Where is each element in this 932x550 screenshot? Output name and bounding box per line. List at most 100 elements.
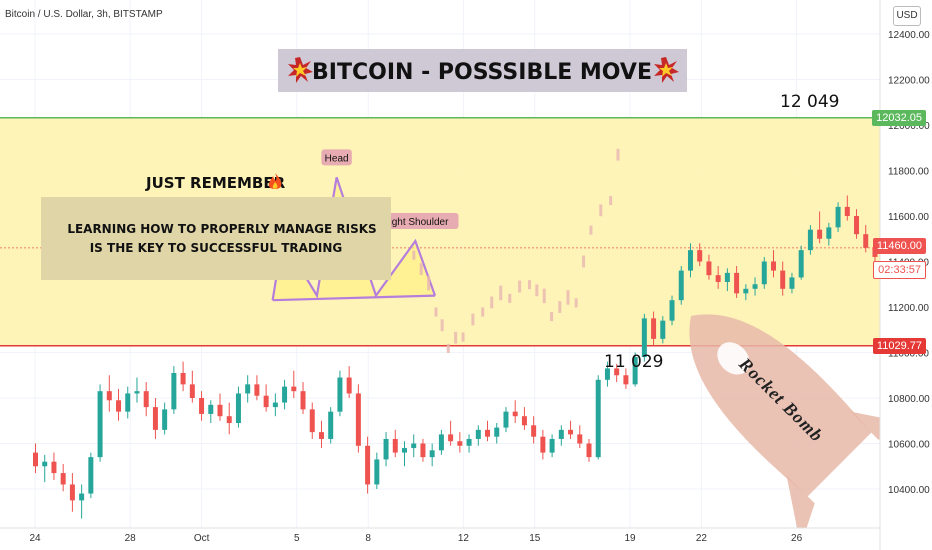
candle-body bbox=[835, 206, 841, 228]
candle-body bbox=[383, 438, 389, 460]
candle-body bbox=[771, 261, 776, 271]
candle-body bbox=[448, 434, 454, 442]
price-tag-lower: 11029.77 bbox=[872, 338, 926, 354]
candle-body bbox=[189, 384, 195, 398]
y-tick-label: 11800.00 bbox=[888, 167, 929, 178]
candle-body bbox=[143, 391, 149, 408]
candle-body bbox=[604, 368, 610, 380]
candle-body bbox=[485, 429, 491, 437]
chart-symbol-header: Bitcoin / U.S. Dollar, 3h, BITSTAMP bbox=[5, 9, 163, 20]
candle-body bbox=[734, 272, 740, 294]
neckline bbox=[272, 294, 436, 302]
candle-body bbox=[171, 372, 177, 410]
projection-bar bbox=[454, 331, 458, 344]
candle-body bbox=[687, 250, 693, 271]
candle-body bbox=[549, 438, 555, 453]
candle-body bbox=[263, 395, 269, 408]
candle-body bbox=[789, 277, 795, 289]
x-tick-label: 12 bbox=[458, 533, 470, 544]
note-line-2: IS THE KEY TO SUCCESSFUL TRADING bbox=[90, 241, 343, 255]
candle-body bbox=[724, 272, 730, 282]
projection-bar bbox=[427, 275, 431, 291]
candle-body bbox=[79, 493, 85, 501]
candle-body bbox=[743, 288, 749, 294]
projection-bar bbox=[527, 280, 531, 290]
projection-bar bbox=[518, 280, 522, 293]
candle-body bbox=[669, 300, 675, 321]
projection-bar bbox=[471, 313, 475, 326]
collision-icon bbox=[288, 57, 313, 83]
projection-bar bbox=[412, 250, 416, 260]
candle-body bbox=[97, 391, 103, 458]
candle-body bbox=[761, 261, 767, 285]
x-tick-label: 19 bbox=[624, 533, 636, 544]
y-tick-label: 12200.00 bbox=[888, 76, 930, 87]
candle-body bbox=[318, 432, 324, 439]
candle-body bbox=[254, 384, 260, 396]
candle-body bbox=[134, 391, 140, 394]
candle-body bbox=[475, 429, 481, 439]
projection-bar bbox=[566, 290, 570, 305]
price-tag-current: 11460.00 bbox=[872, 238, 926, 254]
title-banner: BITCOIN - POSSSIBLE MOVE bbox=[278, 49, 687, 92]
pattern-label-box bbox=[321, 149, 352, 166]
candle-body bbox=[503, 411, 509, 428]
candle-body bbox=[521, 416, 527, 426]
projection-bar bbox=[419, 263, 423, 275]
candle-body bbox=[807, 229, 813, 251]
y-tick-label: 12000.00 bbox=[888, 121, 930, 132]
target-high-label: 12 049 bbox=[780, 92, 839, 112]
candle-body bbox=[411, 443, 417, 449]
candle-body bbox=[660, 320, 666, 339]
price-tag-upper: 12032.05 bbox=[872, 110, 926, 126]
x-tick-label: 8 bbox=[365, 533, 371, 544]
candle-body bbox=[512, 411, 518, 417]
projection-bar bbox=[508, 293, 512, 303]
risk-note-box: LEARNING HOW TO PROPERLY MANAGE RISKS IS… bbox=[41, 197, 391, 280]
candle-body bbox=[678, 270, 684, 301]
collision-icon bbox=[654, 57, 679, 83]
projection-bar bbox=[542, 288, 546, 304]
projection-bar bbox=[558, 301, 562, 313]
projection-bar bbox=[490, 296, 494, 309]
candle-body bbox=[60, 473, 66, 485]
candle-body bbox=[355, 393, 361, 446]
y-tick-label: 11000.00 bbox=[888, 349, 929, 360]
projection-bar bbox=[582, 255, 586, 268]
projection-bar bbox=[461, 332, 465, 342]
candle-body bbox=[245, 384, 251, 394]
candle-body bbox=[328, 411, 334, 439]
x-tick-label: 24 bbox=[29, 533, 41, 544]
candle-layer bbox=[33, 195, 932, 519]
candle-body bbox=[226, 416, 232, 424]
candle-body bbox=[632, 357, 638, 385]
projection-bar bbox=[599, 204, 603, 217]
candle-body bbox=[429, 450, 435, 458]
candle-body bbox=[798, 250, 804, 278]
projection-bar bbox=[550, 312, 554, 322]
candle-body bbox=[152, 407, 158, 430]
candle-body bbox=[466, 438, 472, 446]
projection-bar bbox=[499, 285, 503, 301]
candle-body bbox=[33, 452, 38, 467]
x-tick-label: 15 bbox=[529, 533, 541, 544]
projection-bar bbox=[609, 195, 613, 206]
candle-body bbox=[641, 318, 647, 358]
candle-body bbox=[116, 400, 122, 412]
candle-body bbox=[568, 429, 574, 435]
candle-body bbox=[752, 284, 758, 289]
candle-body bbox=[106, 391, 112, 401]
candle-body bbox=[531, 425, 537, 437]
candle-body bbox=[374, 459, 380, 485]
currency-button[interactable]: USD bbox=[893, 6, 921, 26]
candle-body bbox=[780, 270, 786, 289]
title-text: BITCOIN - POSSSIBLE MOVE bbox=[312, 60, 652, 85]
y-tick-label: 10600.00 bbox=[888, 440, 930, 451]
y-tick-label: 10800.00 bbox=[888, 394, 930, 405]
candle-body bbox=[309, 409, 315, 433]
projection-bar bbox=[535, 284, 539, 297]
note-heading: JUST REMEMBER bbox=[145, 174, 286, 192]
candle-body bbox=[180, 372, 186, 385]
